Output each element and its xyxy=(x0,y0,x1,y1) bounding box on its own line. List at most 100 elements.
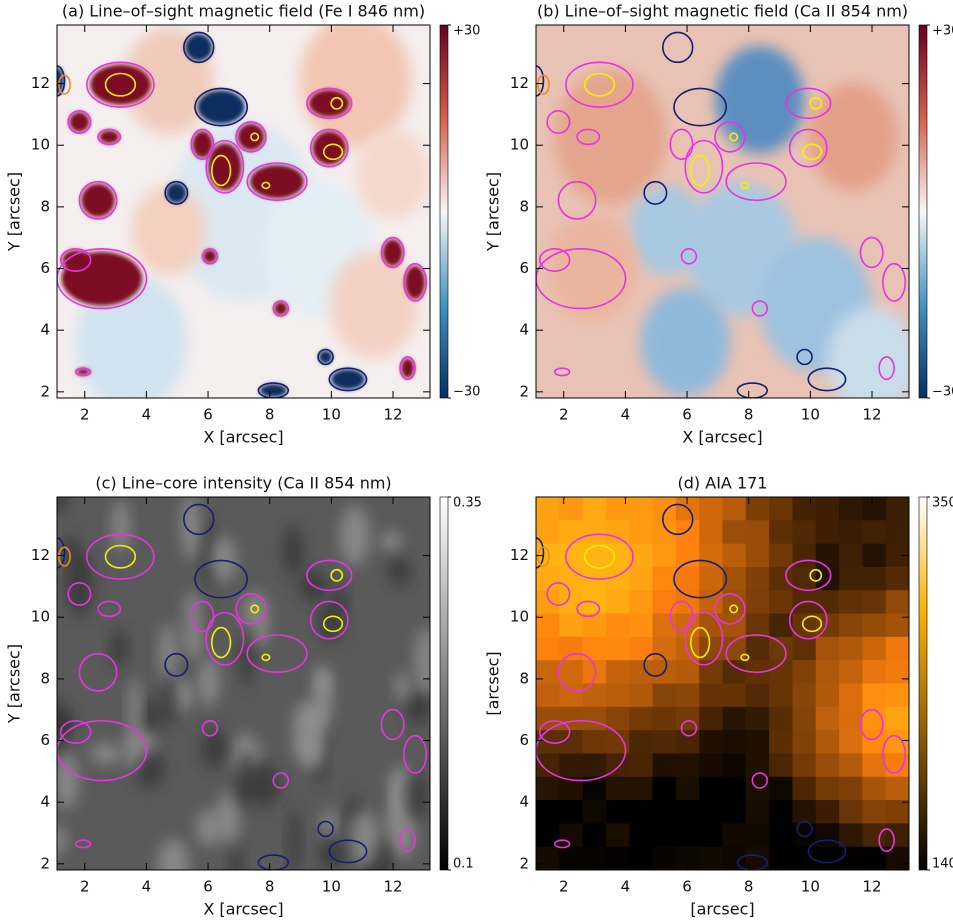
image-region xyxy=(90,64,151,105)
x-tick-label: 12 xyxy=(862,878,881,896)
contour xyxy=(78,180,118,220)
plot-frame xyxy=(535,24,910,399)
plot-frame xyxy=(535,496,910,871)
image-pixel xyxy=(536,753,560,778)
image-pixel xyxy=(862,776,887,801)
contour xyxy=(801,143,823,161)
contour xyxy=(205,611,245,666)
contour xyxy=(57,720,148,782)
contour xyxy=(714,593,746,625)
contour xyxy=(57,65,66,97)
image-pixel xyxy=(815,706,840,731)
image-pixel xyxy=(675,846,700,870)
image-pixel xyxy=(559,613,584,638)
image-pixel xyxy=(839,823,863,848)
image-pixel xyxy=(885,823,909,848)
image-pixel xyxy=(885,776,909,801)
image-pixel xyxy=(839,660,863,684)
contour xyxy=(536,65,545,97)
contour xyxy=(565,61,634,108)
image-pixel xyxy=(745,730,770,754)
contour xyxy=(74,839,92,849)
image-pixel xyxy=(815,543,840,568)
image-pixel xyxy=(722,497,747,521)
x-axis-label: X [arcsec] xyxy=(203,900,283,919)
contour xyxy=(878,828,895,853)
contour xyxy=(546,581,571,606)
image-pixel xyxy=(559,683,584,708)
contour xyxy=(669,128,694,161)
contour xyxy=(583,72,616,97)
image-pixel xyxy=(862,660,887,684)
y-tick-label: 6 xyxy=(40,259,50,277)
image-pixel xyxy=(769,753,793,778)
contour xyxy=(725,634,787,674)
image-pixel xyxy=(536,776,560,801)
image-pixel xyxy=(745,683,770,708)
image-region xyxy=(414,626,430,695)
image-pixel xyxy=(652,590,677,615)
image-pixel xyxy=(862,497,887,521)
y-tick-label: 6 xyxy=(40,731,50,749)
contour xyxy=(662,31,694,64)
image-region xyxy=(387,558,412,585)
image-pixel xyxy=(675,660,700,684)
image-region xyxy=(405,691,430,725)
image-pixel xyxy=(699,590,723,615)
image-region xyxy=(197,90,245,124)
image-region xyxy=(192,130,213,158)
image-pixel xyxy=(745,613,770,638)
image-region xyxy=(826,307,909,398)
y-tick-label: 2 xyxy=(519,382,529,400)
image-pixel xyxy=(745,753,770,778)
contour xyxy=(317,820,334,838)
image-pixel xyxy=(536,823,560,848)
contour xyxy=(882,734,907,774)
image-pixel xyxy=(699,706,723,731)
image-pixel xyxy=(559,776,584,801)
colorbar-tick-label: 0.35 xyxy=(453,496,482,511)
image-pixel xyxy=(769,636,793,661)
contour xyxy=(576,128,601,146)
y-tick-label: 12 xyxy=(510,546,529,564)
image-region xyxy=(318,838,347,869)
image-pixel xyxy=(722,566,747,591)
contour xyxy=(309,128,349,168)
contour xyxy=(785,559,832,592)
contour xyxy=(689,154,711,187)
image-pixel xyxy=(722,846,747,870)
x-axis-label: X [arcsec] xyxy=(203,428,283,447)
image-region xyxy=(157,838,190,870)
contour xyxy=(537,546,550,567)
image-pixel xyxy=(769,776,793,801)
image-pixel xyxy=(559,800,584,824)
colorbar-tick-label: 140 xyxy=(932,857,953,872)
image-pixel xyxy=(605,823,630,848)
contour xyxy=(272,772,290,789)
image-pixel xyxy=(792,706,817,731)
image-pixel xyxy=(839,636,863,661)
image-pixel xyxy=(699,566,723,591)
colorbar xyxy=(918,496,928,871)
contour xyxy=(183,31,215,64)
image-pixel xyxy=(745,706,770,731)
contour xyxy=(67,109,92,134)
image-pixel xyxy=(605,800,630,824)
contour xyxy=(557,652,597,692)
contour xyxy=(74,367,92,377)
contour xyxy=(557,180,597,220)
image-pixel xyxy=(862,846,887,870)
image-region xyxy=(288,808,301,870)
image-region xyxy=(250,164,304,199)
image-pixel xyxy=(629,566,654,591)
x-tick-label: 4 xyxy=(142,406,152,424)
image-pixel xyxy=(629,520,654,545)
image-pixel xyxy=(769,846,793,870)
contour xyxy=(330,96,344,110)
image-pixel xyxy=(652,497,677,521)
x-axis-label: X [arcsec] xyxy=(682,428,762,447)
contour xyxy=(553,367,571,377)
contour xyxy=(86,533,155,580)
image-pixel xyxy=(699,800,723,824)
